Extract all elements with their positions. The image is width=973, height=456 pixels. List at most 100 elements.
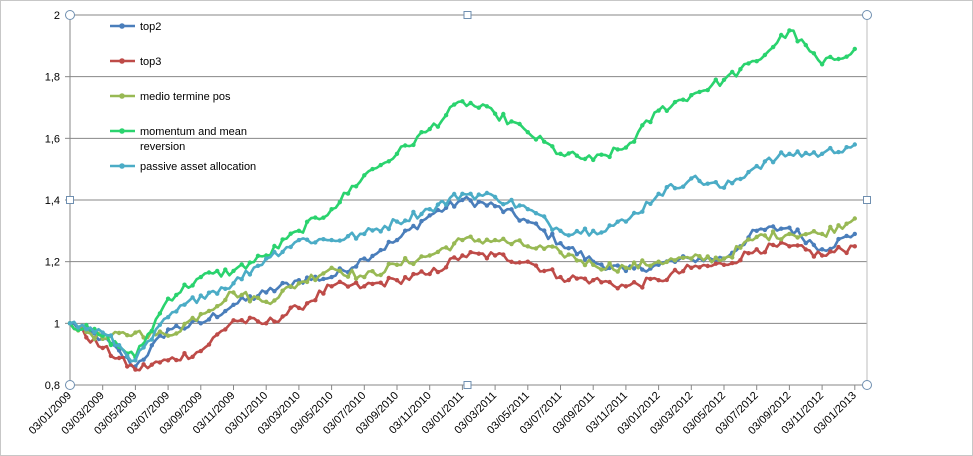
data-point bbox=[550, 231, 555, 236]
data-point bbox=[525, 244, 530, 249]
legend-item[interactable]: momentum and mean reversion bbox=[110, 126, 247, 153]
data-point bbox=[468, 198, 473, 203]
data-point bbox=[501, 236, 506, 241]
data-point bbox=[313, 215, 318, 220]
data-point bbox=[190, 283, 195, 288]
data-point bbox=[386, 239, 391, 245]
data-point bbox=[116, 355, 122, 361]
data-point bbox=[386, 159, 391, 164]
data-point bbox=[599, 280, 604, 285]
data-point bbox=[828, 54, 833, 60]
data-point bbox=[329, 284, 334, 289]
data-point bbox=[803, 150, 808, 156]
data-point bbox=[247, 315, 253, 320]
data-point bbox=[476, 251, 481, 256]
data-point bbox=[803, 232, 808, 237]
legend-item[interactable]: medio termine pos bbox=[110, 91, 231, 103]
legend-item[interactable]: passive asset allocation bbox=[110, 161, 256, 173]
series-momentum-and-mean-reversion[interactable] bbox=[67, 28, 857, 360]
data-point bbox=[762, 52, 768, 58]
data-point bbox=[631, 260, 637, 265]
legend[interactable]: top2 top3 medio termine pos momentum and me… bbox=[110, 21, 256, 173]
data-point bbox=[223, 308, 228, 314]
data-point bbox=[92, 330, 97, 335]
data-point bbox=[582, 156, 588, 162]
data-point bbox=[165, 333, 171, 338]
data-point bbox=[452, 241, 457, 246]
resize-handle-corner[interactable] bbox=[862, 380, 872, 390]
series-passive-asset-allocation[interactable] bbox=[67, 142, 857, 363]
data-point bbox=[770, 44, 776, 50]
data-point bbox=[844, 221, 849, 226]
data-point bbox=[296, 278, 302, 283]
legend-swatch-marker bbox=[119, 128, 125, 134]
data-point bbox=[231, 318, 236, 323]
data-point bbox=[272, 319, 277, 324]
resize-handle-side[interactable] bbox=[463, 381, 472, 389]
data-point bbox=[435, 124, 441, 129]
selection-handles[interactable] bbox=[65, 10, 872, 390]
legend-label: momentum and mean reversion bbox=[140, 126, 247, 153]
resize-handle-side[interactable] bbox=[463, 11, 472, 19]
data-point bbox=[582, 257, 588, 262]
data-point bbox=[787, 225, 792, 230]
legend-item[interactable]: top3 bbox=[110, 56, 161, 68]
resize-handle-corner[interactable] bbox=[65, 380, 75, 390]
data-point bbox=[811, 51, 817, 56]
resize-handle-side[interactable] bbox=[863, 196, 871, 204]
data-point bbox=[664, 277, 669, 283]
data-point bbox=[779, 237, 784, 242]
data-point bbox=[411, 223, 416, 229]
legend-item[interactable]: top2 bbox=[110, 21, 161, 33]
data-point bbox=[215, 268, 220, 274]
resize-handle-side[interactable] bbox=[66, 196, 74, 204]
data-point bbox=[501, 209, 506, 215]
legend-swatch-marker bbox=[119, 23, 125, 29]
data-point bbox=[231, 281, 236, 286]
y-tick-labels: 0,8 1 1,2 1,4 1,6 1,8 2 bbox=[45, 10, 60, 392]
data-point bbox=[819, 247, 825, 252]
data-point bbox=[607, 154, 612, 160]
data-point bbox=[558, 228, 563, 233]
data-point bbox=[509, 259, 514, 264]
data-point bbox=[100, 330, 105, 335]
data-point bbox=[329, 265, 334, 270]
data-point bbox=[231, 290, 236, 295]
data-point bbox=[779, 32, 784, 38]
data-point bbox=[353, 276, 359, 281]
data-point bbox=[206, 308, 212, 314]
data-point bbox=[149, 328, 154, 334]
data-point bbox=[476, 199, 481, 204]
resize-handle-corner[interactable] bbox=[862, 10, 872, 20]
data-point bbox=[697, 178, 702, 184]
data-point bbox=[403, 218, 408, 223]
data-point bbox=[337, 279, 342, 284]
data-point bbox=[484, 256, 490, 261]
data-point bbox=[550, 227, 555, 232]
data-point bbox=[517, 260, 522, 265]
data-point bbox=[542, 214, 547, 219]
data-point bbox=[460, 237, 465, 243]
data-point bbox=[182, 282, 187, 287]
series-medio-termine-pos[interactable] bbox=[67, 216, 857, 342]
data-point bbox=[542, 246, 547, 251]
data-point bbox=[174, 309, 179, 314]
data-point bbox=[394, 219, 400, 224]
data-point bbox=[648, 263, 653, 268]
series-top3[interactable] bbox=[67, 240, 857, 372]
data-point bbox=[672, 99, 678, 105]
data-point bbox=[509, 119, 514, 124]
data-point bbox=[550, 267, 555, 272]
data-point bbox=[533, 211, 539, 216]
data-point bbox=[558, 241, 563, 246]
data-point bbox=[100, 336, 105, 341]
data-point bbox=[116, 330, 122, 336]
data-point bbox=[828, 249, 833, 254]
resize-handle-corner[interactable] bbox=[65, 10, 75, 20]
data-point bbox=[157, 322, 163, 327]
data-point bbox=[362, 256, 367, 261]
data-point bbox=[779, 240, 784, 245]
data-point bbox=[264, 299, 269, 304]
data-point bbox=[738, 67, 743, 72]
